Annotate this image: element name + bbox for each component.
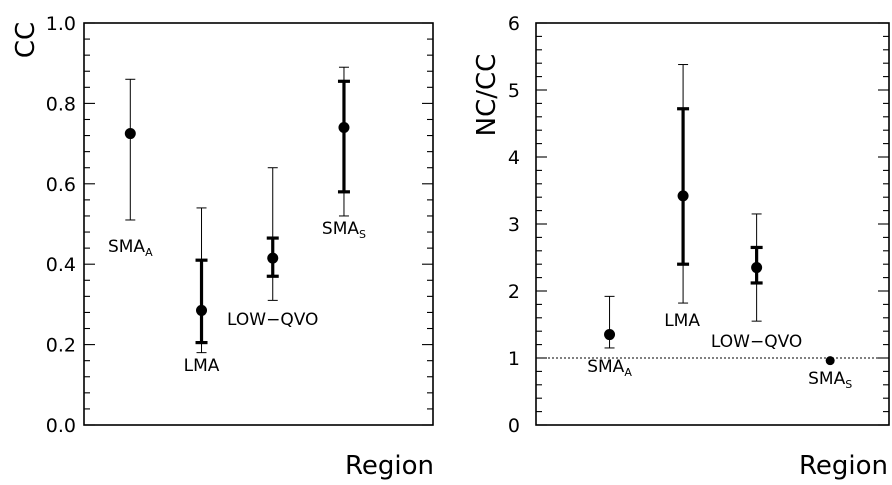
y-tick-label: 3 [508,214,520,236]
y-tick-label: 0.2 [46,335,76,357]
right-panel: 0 1 2 3 4 5 6 NC/CC Region SMAA LMA LOW−QVO SMAS [472,13,890,481]
x-axis-label: Region [799,451,888,481]
data-point [267,252,279,264]
data-point [677,190,689,202]
point-label: SMAA [587,357,632,379]
data-point [825,356,835,366]
y-tick-label: 0 [508,415,520,437]
point-label: LOW−QVO [711,332,802,352]
point-label: SMAS [322,219,366,241]
point-label: LOW−QVO [227,310,318,330]
y-tick-label: 5 [508,80,520,102]
x-axis-label: Region [345,451,434,481]
y-tick-label: 0.8 [46,93,76,115]
point-label: SMAS [808,369,852,391]
y-tick-label: 0.6 [46,174,76,196]
point-label: LMA [184,356,220,376]
left-panel: 0.0 0.2 0.4 0.6 0.8 1.0CC Region SMAA LMA LOW−QVO… [11,13,434,481]
plot-frame [83,22,434,426]
y-tick-label: 6 [508,13,520,35]
data-point [751,262,763,274]
y-tick-label: 1.0 [46,13,76,35]
data-point [124,128,136,140]
y-tick-label: 2 [508,281,520,303]
data-point [604,329,616,341]
y-axis-label: CC [11,22,41,58]
y-tick-label: 0.4 [46,254,76,276]
y-tick-label: 4 [508,147,520,169]
y-tick-label: 1 [508,348,520,370]
point-label: LMA [664,311,700,331]
data-point [196,304,208,316]
data-point [338,122,350,134]
y-axis-label: NC/CC [472,54,502,137]
y-tick-label: 0.0 [46,415,76,437]
point-label: SMAA [108,237,153,259]
